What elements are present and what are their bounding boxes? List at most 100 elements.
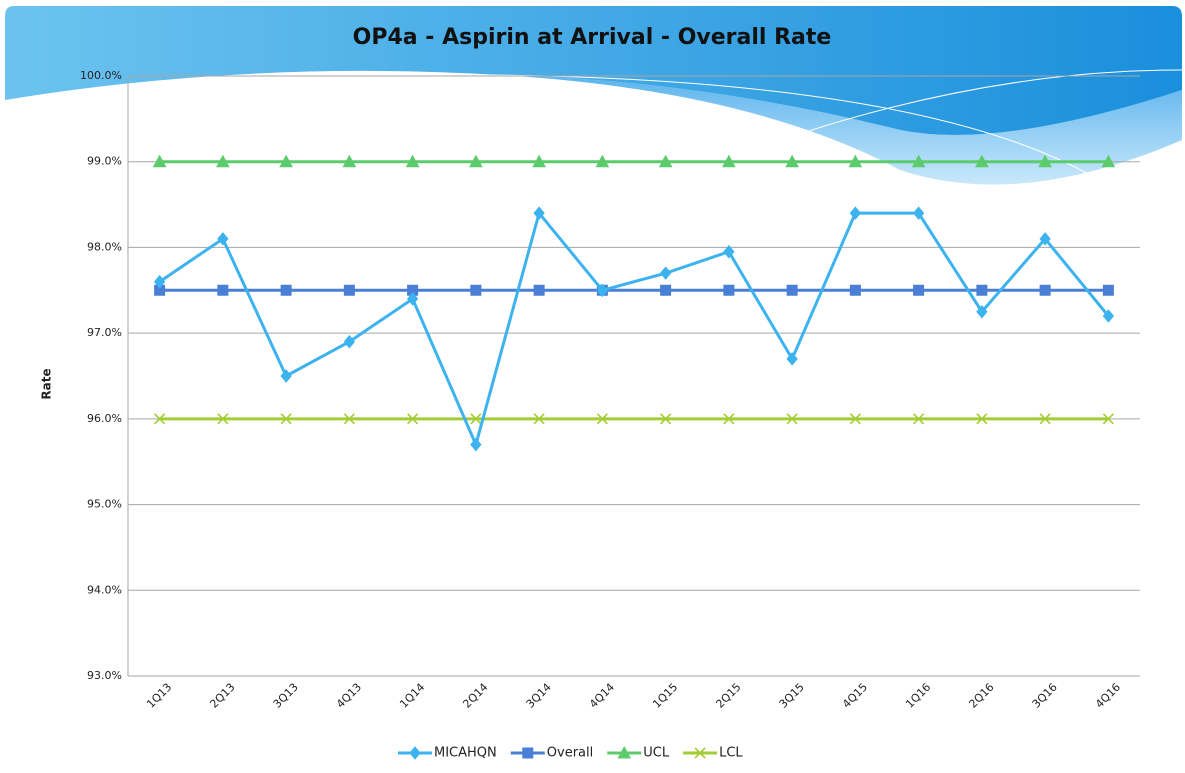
legend-item: UCL xyxy=(607,746,670,761)
marker xyxy=(975,154,989,168)
x-tick-label: 1Q13 xyxy=(144,681,174,711)
marker xyxy=(217,232,229,246)
marker xyxy=(596,413,608,425)
legend-label: Overall xyxy=(547,746,593,761)
wave-line xyxy=(699,69,1183,171)
y-tick-label: 100.0% xyxy=(80,69,122,82)
marker xyxy=(469,154,483,168)
marker xyxy=(913,284,925,296)
x-tick-label: 2Q13 xyxy=(207,681,237,711)
marker xyxy=(406,292,419,306)
legend-item: Overall xyxy=(510,746,593,761)
x-tick-label: 1Q16 xyxy=(903,681,933,711)
marker xyxy=(343,284,355,296)
y-tick-label: 96.0% xyxy=(87,412,122,425)
marker xyxy=(976,284,988,296)
marker xyxy=(532,154,546,168)
marker xyxy=(533,413,545,425)
marker xyxy=(911,154,926,168)
marker xyxy=(343,334,356,349)
x-tick-label: 3Q16 xyxy=(1030,681,1060,711)
marker xyxy=(217,284,229,296)
marker xyxy=(407,413,419,425)
y-tick-label: 94.0% xyxy=(87,583,122,596)
marker xyxy=(660,284,672,296)
marker xyxy=(694,747,706,759)
marker xyxy=(723,244,735,259)
marker xyxy=(1102,309,1115,323)
marker xyxy=(470,413,482,425)
marker xyxy=(1039,284,1051,296)
x-tick-label: 3Q13 xyxy=(271,681,301,711)
marker xyxy=(849,284,861,296)
marker xyxy=(407,284,419,296)
x-tick-label: 3Q14 xyxy=(524,681,554,711)
marker xyxy=(152,154,167,168)
legend-label: MICAHQN xyxy=(434,746,497,761)
marker xyxy=(596,283,609,298)
marker xyxy=(1039,413,1051,425)
header-band xyxy=(5,6,1182,135)
x-tick-label: 4Q16 xyxy=(1093,681,1123,711)
marker xyxy=(522,747,534,759)
marker xyxy=(280,284,292,296)
x-tick-label: 1Q14 xyxy=(397,681,427,711)
marker xyxy=(342,154,357,168)
marker xyxy=(153,274,166,289)
marker xyxy=(786,413,798,425)
marker xyxy=(217,413,229,425)
marker xyxy=(913,413,925,425)
marker xyxy=(409,746,421,760)
marker xyxy=(785,154,799,168)
x-tick-label: 2Q16 xyxy=(966,681,996,711)
y-tick-label: 97.0% xyxy=(87,326,122,339)
marker xyxy=(280,369,292,383)
marker xyxy=(279,154,293,168)
legend-label: LCL xyxy=(719,746,743,761)
y-tick-label: 99.0% xyxy=(87,155,122,168)
marker xyxy=(786,352,798,366)
marker xyxy=(723,284,735,296)
marker xyxy=(617,745,632,759)
marker xyxy=(1038,154,1052,168)
marker xyxy=(280,413,292,425)
marker xyxy=(216,154,230,168)
marker xyxy=(595,154,610,168)
y-tick-label: 98.0% xyxy=(87,240,122,253)
marker xyxy=(343,413,355,425)
marker xyxy=(848,154,863,168)
y-tick-label: 95.0% xyxy=(87,498,122,511)
marker xyxy=(1101,154,1116,168)
marker xyxy=(849,413,861,425)
marker xyxy=(659,266,672,280)
marker xyxy=(154,413,166,425)
legend-item: MICAHQN xyxy=(398,746,497,761)
x-tick-label: 1Q15 xyxy=(650,681,680,711)
x-tick-label: 2Q14 xyxy=(460,681,490,711)
x-tick-label: 4Q15 xyxy=(840,681,870,711)
marker xyxy=(912,206,925,220)
marker xyxy=(533,206,545,220)
marker xyxy=(1102,413,1114,425)
x-tick-label: 4Q13 xyxy=(334,681,364,711)
chart-title: OP4a - Aspirin at Arrival - Overall Rate xyxy=(353,25,832,50)
marker xyxy=(470,284,482,296)
x-tick-label: 3Q15 xyxy=(777,681,807,711)
marker xyxy=(658,154,673,168)
header-wave xyxy=(500,75,1182,185)
marker xyxy=(533,284,545,296)
series-line xyxy=(158,209,1110,450)
marker xyxy=(722,154,736,168)
legend-item: LCL xyxy=(683,746,743,761)
marker xyxy=(405,154,420,168)
marker xyxy=(470,437,482,452)
marker xyxy=(849,206,862,220)
x-tick-label: 2Q15 xyxy=(713,681,743,711)
marker xyxy=(786,284,798,296)
marker xyxy=(1102,284,1114,296)
x-tick-label: 4Q14 xyxy=(587,681,617,711)
marker xyxy=(976,413,988,425)
marker xyxy=(976,304,988,319)
legend-label: UCL xyxy=(643,746,670,761)
